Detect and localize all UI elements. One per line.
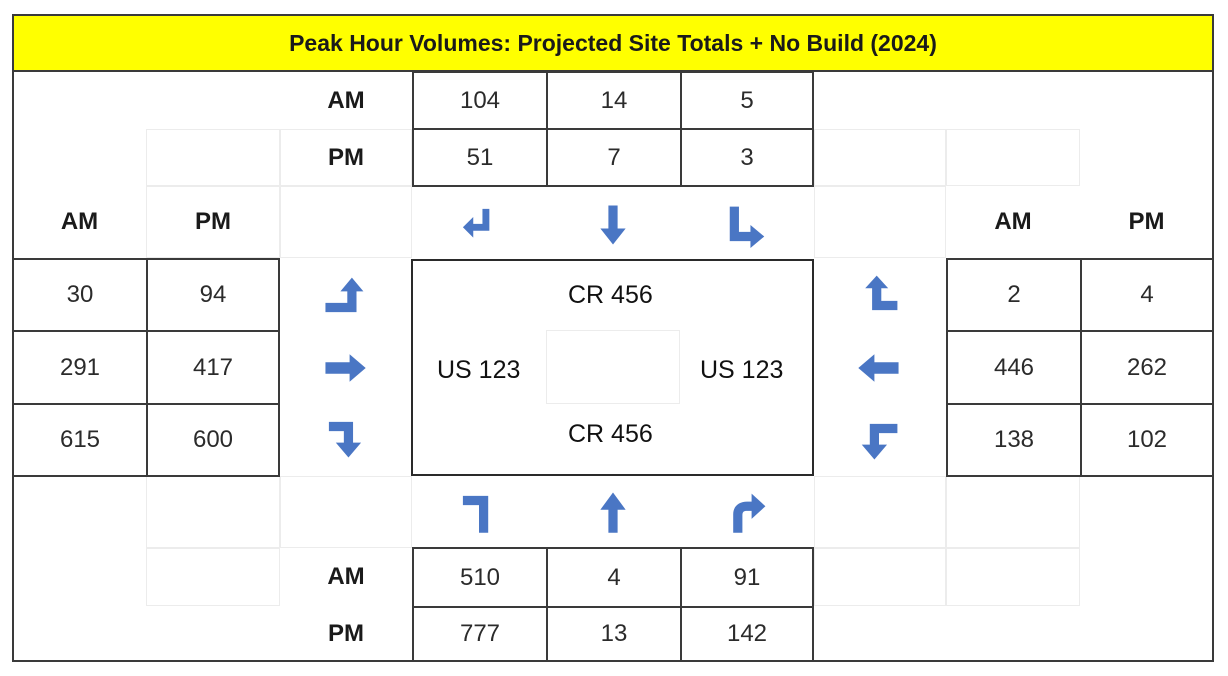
road-label-west: US 123 xyxy=(437,356,521,384)
north-pm-left: 3 xyxy=(680,128,814,187)
north-am-through: 14 xyxy=(546,71,682,130)
north-pm-label: PM xyxy=(328,143,364,171)
grid-cell xyxy=(146,129,280,186)
grid-cell xyxy=(280,186,412,258)
west-am-left: 30 xyxy=(12,258,148,332)
arrow-through-up-icon xyxy=(546,484,680,540)
east-pm-left: 102 xyxy=(1080,403,1214,477)
arrow-left-turn-icon xyxy=(680,198,814,252)
road-label-south: CR 456 xyxy=(568,420,653,448)
east-pm-label: PM xyxy=(1128,208,1165,235)
north-pm-right: 51 xyxy=(412,128,548,187)
grid-cell xyxy=(946,548,1080,606)
south-am-label: AM xyxy=(327,563,365,590)
south-pm-label: PM xyxy=(328,620,364,647)
arrow-through-down-icon xyxy=(546,198,680,252)
west-am-through: 291 xyxy=(12,330,148,405)
arrow-right-turn-icon xyxy=(680,484,814,540)
west-pm-right: 600 xyxy=(146,403,280,477)
west-pm-through: 417 xyxy=(146,330,280,405)
arrow-through-right-icon xyxy=(300,338,390,398)
arrow-left-turn-icon xyxy=(300,266,390,326)
arrow-left-turn-icon xyxy=(412,484,546,540)
east-am-right: 2 xyxy=(946,258,1082,332)
diagram-title: Peak Hour Volumes: Projected Site Totals… xyxy=(14,16,1212,72)
grid-cell xyxy=(146,548,280,606)
north-am-label: AM xyxy=(327,86,365,114)
intersection-box xyxy=(411,259,814,476)
east-am-through: 446 xyxy=(946,330,1082,405)
road-label-east: US 123 xyxy=(700,356,784,384)
east-am-label: AM xyxy=(994,208,1032,235)
west-pm-left: 94 xyxy=(146,258,280,332)
south-am-right: 91 xyxy=(680,547,814,608)
east-am-left: 138 xyxy=(946,403,1082,477)
arrow-right-turn-icon xyxy=(834,264,924,324)
grid-cell xyxy=(814,548,946,606)
arrow-left-turn-icon xyxy=(834,410,924,470)
volume-diagram: Peak Hour Volumes: Projected Site Totals… xyxy=(12,14,1214,662)
east-pm-through: 262 xyxy=(1080,330,1214,405)
west-am-right: 615 xyxy=(12,403,148,477)
grid-cell xyxy=(280,129,412,186)
road-label-north: CR 456 xyxy=(568,281,653,309)
south-am-left: 510 xyxy=(412,547,548,608)
grid-cell xyxy=(146,476,280,548)
south-pm-right: 142 xyxy=(680,606,814,662)
north-pm-through: 7 xyxy=(546,128,682,187)
south-am-through: 4 xyxy=(546,547,682,608)
arrow-right-turn-icon xyxy=(300,408,390,468)
north-am-left: 5 xyxy=(680,71,814,130)
south-pm-through: 13 xyxy=(546,606,682,662)
south-pm-left: 777 xyxy=(412,606,548,662)
west-pm-label: PM xyxy=(195,208,231,235)
arrow-right-turn-icon xyxy=(412,198,546,252)
arrow-through-left-icon xyxy=(834,338,924,398)
grid-cell xyxy=(546,330,680,404)
grid-cell xyxy=(946,129,1080,186)
west-am-label: AM xyxy=(60,208,99,235)
grid-cell xyxy=(146,186,280,258)
grid-cell xyxy=(814,186,946,258)
grid-cell xyxy=(814,129,946,186)
grid-cell xyxy=(814,476,946,548)
grid-cell xyxy=(280,476,412,548)
east-pm-right: 4 xyxy=(1080,258,1214,332)
north-am-right: 104 xyxy=(412,71,548,130)
grid-cell xyxy=(946,476,1080,548)
